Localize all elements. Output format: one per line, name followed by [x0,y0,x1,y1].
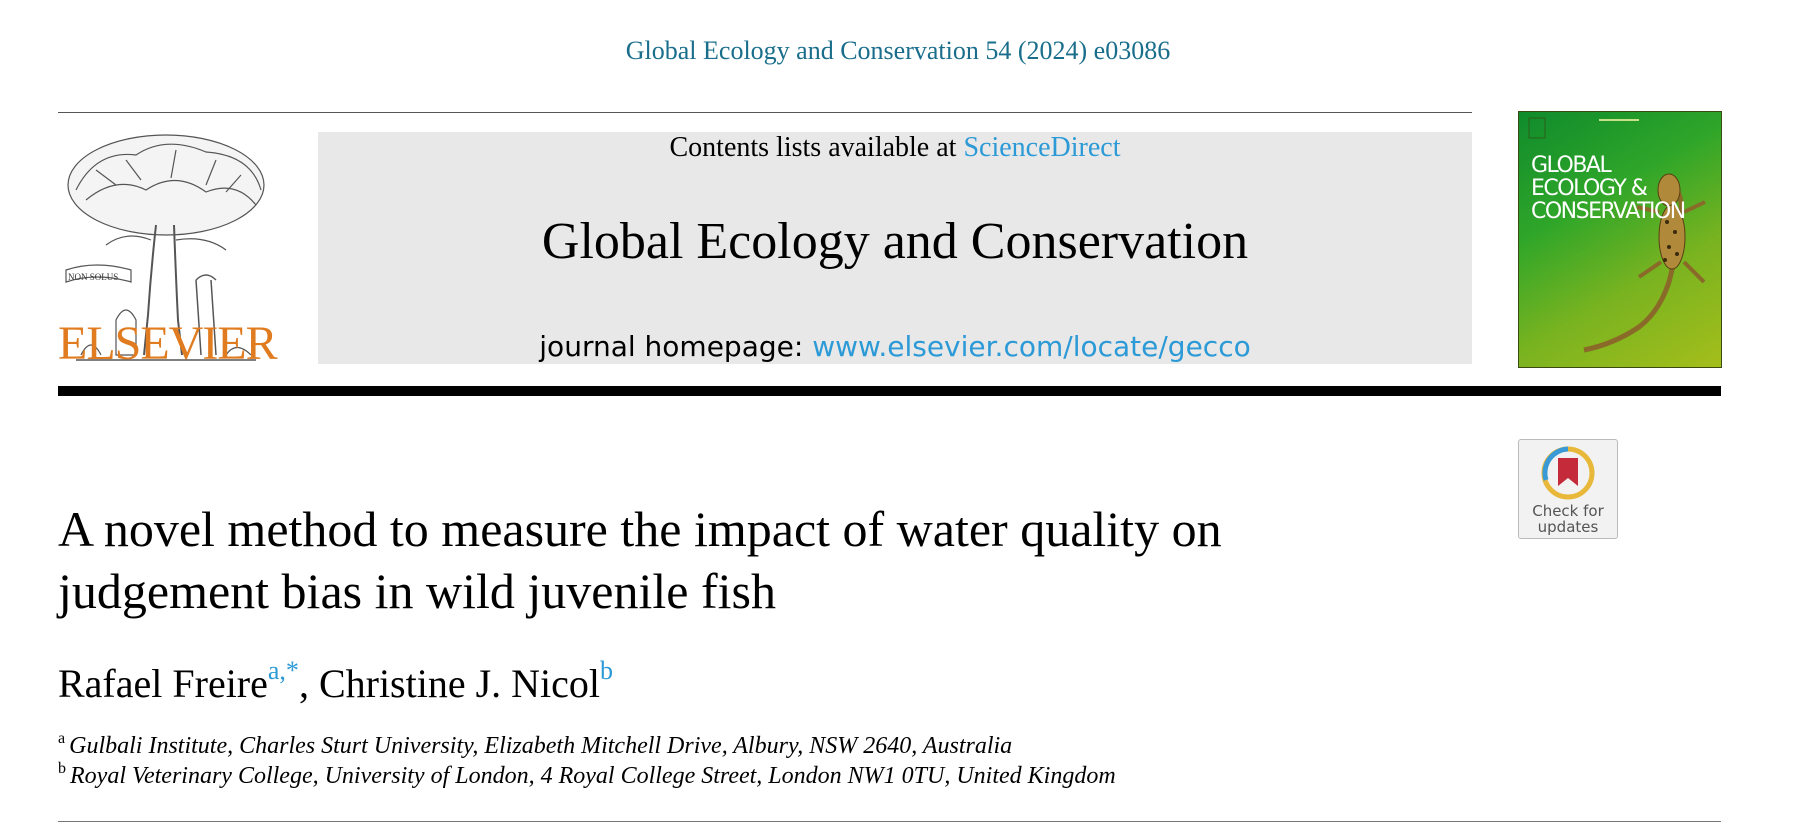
journal-banner: Contents lists available at ScienceDirec… [318,132,1472,364]
journal-title: Global Ecology and Conservation [541,213,1249,270]
contents-available-line: Contents lists available at ScienceDirec… [318,132,1472,164]
bookmark-icon [1541,446,1595,500]
affiliation-item: a Gulbali Institute, Charles Sturt Univer… [58,730,1012,760]
homepage-link[interactable]: www.elsevier.com/locate/gecco [812,330,1251,363]
journal-homepage-line: journal homepage: www.elsevier.com/locat… [318,330,1472,363]
check-label-line1: Check for [1532,502,1604,520]
author-affiliation-marker[interactable]: b [600,656,614,685]
author-affiliation-marker[interactable]: a,* [267,656,299,685]
affiliation-item: b Royal Veterinary College, University of… [58,760,1116,790]
header-thick-rule [58,386,1721,396]
svg-text:NON SOLUS: NON SOLUS [68,272,118,282]
article-title-line: A novel method to measure the impact of … [58,501,1222,557]
affiliation-text: Royal Veterinary College, University of … [70,763,1116,789]
author-name[interactable]: Rafael Freire [58,661,268,706]
journal-citation[interactable]: Global Ecology and Conservation 54 (2024… [625,36,1171,65]
journal-cover[interactable]: GLOBAL ECOLOGY & CONSERVATION [1518,111,1722,368]
section-divider [58,821,1721,822]
author-name[interactable]: Christine J. Nicol [318,661,601,706]
gecko-icon [1528,117,1706,353]
elsevier-wordmark[interactable]: ELSEVIER [58,317,278,370]
cover-title-line: CONSERVATION [1531,199,1686,224]
article-title: A novel method to measure the impact of … [58,498,1438,622]
cover-title-line: GLOBAL [1531,153,1612,178]
homepage-prefix: journal homepage: [539,330,813,363]
check-for-updates-label: Check for updates [1519,503,1617,535]
check-for-updates-button[interactable]: Check for updates [1518,439,1618,539]
author-separator: , [298,661,319,706]
header-top-rule [58,112,1472,113]
contents-prefix: Contents lists available at [669,132,964,163]
check-label-line2: updates [1537,518,1599,536]
affiliation-marker: a [58,730,66,747]
elsevier-tree-logo[interactable]: NON SOLUS [56,130,270,366]
affiliation-text: Gulbali Institute, Charles Sturt Univers… [69,733,1013,759]
article-title-line: judgement bias in wild juvenile fish [58,563,776,619]
affiliation-marker: b [58,760,66,777]
author-list: Rafael Freirea,*, Christine J. Nicolb [58,656,613,707]
sciencedirect-link[interactable]: ScienceDirect [963,132,1121,163]
cover-title-line: ECOLOGY & [1531,176,1648,201]
cover-title: GLOBAL ECOLOGY & CONSERVATION [1531,153,1686,224]
